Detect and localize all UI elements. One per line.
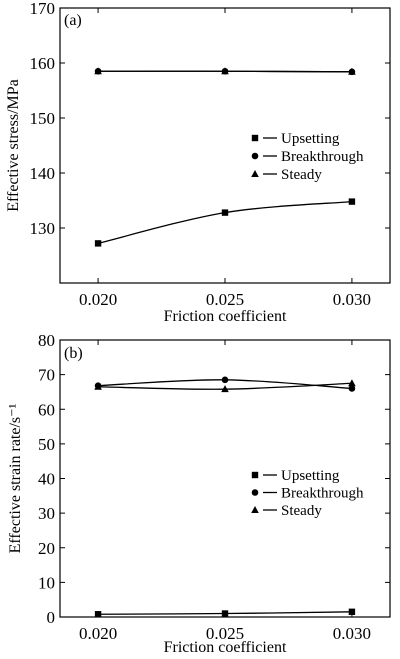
panel-label: (a) (64, 12, 82, 29)
data-point-steady (94, 67, 102, 75)
data-point-steady (221, 67, 229, 75)
y-axis-label: Effective stress/MPa (5, 79, 22, 212)
data-point-upsetting (221, 209, 229, 216)
y-tick-label: 50 (38, 435, 55, 454)
plot-frame (59, 7, 391, 284)
legend-item-breakthrough: Breakthrough (251, 149, 364, 165)
data-point-breakthrough (221, 376, 229, 384)
legend-marker (251, 134, 259, 142)
legend-label: Upsetting (281, 468, 340, 484)
y-tick-label: 30 (38, 504, 55, 523)
legend-item-upsetting: Upsetting (251, 131, 340, 147)
y-tick-label: 40 (38, 470, 55, 489)
legend-marker (251, 152, 259, 160)
x-axis-label: Friction coefficient (164, 308, 287, 325)
series-steady (94, 379, 356, 393)
data-point-steady (348, 67, 356, 75)
legend-label: Breakthrough (281, 149, 364, 165)
data-point-upsetting (348, 608, 356, 616)
data-point-upsetting (94, 240, 102, 247)
y-tick-label: 20 (38, 539, 55, 558)
legend-item-steady: Steady (251, 503, 322, 519)
x-tick-label: 0.025 (206, 624, 244, 643)
y-tick-label: 130 (30, 219, 56, 238)
legend-item-upsetting: Upsetting (251, 468, 340, 484)
legend-marker (251, 170, 259, 177)
x-tick-label: 0.020 (79, 290, 117, 309)
y-tick-label: 80 (38, 331, 55, 350)
legend-marker (251, 506, 259, 513)
legend-label: Steady (281, 167, 322, 183)
data-point-upsetting (94, 611, 102, 618)
legend-marker (251, 471, 259, 479)
legend-label: Breakthrough (281, 486, 364, 502)
legend-label: Upsetting (281, 131, 340, 147)
legend-marker (251, 489, 259, 496)
x-tick-label: 0.030 (333, 290, 371, 309)
panel-label: (b) (64, 345, 83, 362)
x-tick-label: 0.030 (333, 624, 371, 643)
series-steady (94, 67, 356, 75)
data-point-steady (348, 379, 356, 387)
y-tick-label: 160 (30, 54, 56, 73)
y-tick-label: 70 (38, 366, 55, 385)
y-tick-label: 140 (30, 164, 56, 183)
series-upsetting (94, 608, 356, 618)
data-point-steady (94, 382, 102, 390)
data-point-steady (221, 385, 229, 393)
series-line-upsetting (97, 200, 352, 245)
data-point-upsetting (348, 198, 356, 205)
legend-label: Steady (281, 503, 322, 519)
y-tick-label: 170 (30, 0, 56, 18)
data-point-upsetting (221, 610, 229, 617)
legend-item-steady: Steady (251, 167, 322, 183)
chart-panel-b: 0 10 20 30 40 50 60 70 80 0.020 0.025 0.030 Friction… (7, 331, 391, 656)
y-tick-label: 0 (47, 608, 56, 627)
y-axis-label: Effective strain rate/s⁻¹ (7, 403, 24, 553)
chart-panel-a: 130 140 150 160 170 0.020 0.025 0.030 Friction c… (5, 0, 391, 325)
x-axis-label: Friction coefficient (164, 639, 287, 656)
y-tick-label: 60 (38, 400, 55, 419)
legend-item-breakthrough: Breakthrough (251, 486, 364, 502)
y-tick-label: 10 (38, 573, 55, 592)
x-tick-label: 0.020 (79, 624, 117, 643)
x-tick-label: 0.025 (206, 290, 244, 309)
data-point-breakthrough (348, 385, 356, 392)
y-tick-label: 150 (30, 109, 56, 128)
series-upsetting (94, 198, 356, 247)
